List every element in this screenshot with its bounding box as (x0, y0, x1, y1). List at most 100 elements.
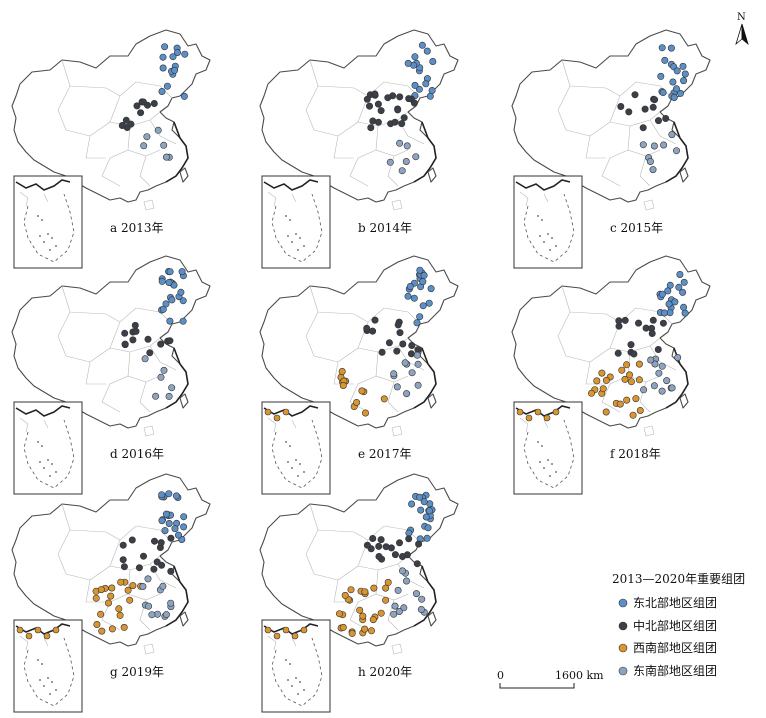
cluster-point-se (395, 608, 403, 616)
cluster-point-ne (420, 271, 428, 279)
cluster-point-ne (422, 513, 430, 521)
cluster-point-ne (169, 53, 177, 61)
cluster-point-ne (158, 491, 166, 499)
cluster-point-nc (378, 348, 386, 356)
cluster-point-sw (16, 626, 24, 634)
cluster-point-nc (167, 534, 175, 542)
cluster-point-ne (416, 313, 424, 321)
cluster-point-ne (675, 283, 683, 291)
north-arrow-fill-icon (741, 23, 749, 46)
panel-label: e 2017年 (358, 447, 411, 461)
cluster-point-sw (362, 409, 370, 417)
cluster-point-se (400, 604, 408, 612)
cluster-point-sw (618, 366, 626, 374)
legend-swatch-se (618, 666, 628, 676)
cluster-point-nc (369, 117, 377, 125)
cluster-point-nc (659, 319, 667, 327)
cluster-point-ne (417, 506, 425, 514)
cluster-point-sw (602, 408, 610, 416)
cluster-point-ne (660, 309, 668, 317)
cluster-point-sw (525, 414, 533, 422)
scale-start: 0 (497, 669, 504, 682)
cluster-point-ne (659, 88, 667, 96)
cluster-point-ne (657, 72, 665, 80)
cluster-point-nc (150, 100, 158, 108)
legend-item-sw: 西南部地区组团 (618, 640, 717, 655)
cluster-point-nc (132, 327, 140, 335)
cluster-point-ne (671, 298, 679, 306)
cluster-point-nc (146, 349, 154, 357)
cluster-point-se (639, 141, 647, 149)
cluster-point-nc (405, 95, 413, 103)
cluster-point-nc (394, 321, 402, 329)
cluster-point-se (640, 386, 648, 394)
cluster-point-nc (119, 541, 127, 549)
cluster-point-se (139, 583, 147, 591)
cluster-point-ne (161, 43, 169, 51)
cluster-point-sw (129, 582, 137, 590)
cluster-point-ne (667, 44, 675, 52)
cluster-point-se (140, 142, 148, 150)
cluster-point-ne (680, 303, 688, 311)
cluster-point-se (418, 595, 426, 603)
cluster-point-sw (599, 385, 607, 393)
cluster-point-nc (363, 541, 371, 549)
cluster-point-nc (396, 93, 404, 101)
cluster-point-nc (648, 330, 656, 338)
cluster-point-nc (158, 561, 166, 569)
cluster-point-sw (291, 632, 299, 640)
cluster-point-ne (673, 67, 681, 75)
cluster-point-ne (180, 523, 188, 531)
cluster-point-ne (423, 47, 431, 55)
cluster-point-ne (425, 507, 433, 515)
cluster-point-nc (135, 564, 143, 572)
cluster-point-sw (43, 632, 51, 640)
cluster-point-se (655, 369, 663, 377)
cluster-point-se (391, 602, 399, 610)
cluster-point-sw (356, 606, 364, 614)
south-china-sea-inset (261, 175, 331, 269)
cluster-point-se (650, 382, 658, 390)
cluster-point-nc (157, 539, 165, 547)
cluster-point-nc (144, 335, 152, 343)
cluster-point-se (167, 599, 175, 607)
cluster-point-nc (367, 124, 375, 132)
cluster-point-sw (338, 368, 346, 376)
cluster-point-nc (377, 536, 385, 544)
cluster-point-se (402, 158, 410, 166)
cluster-point-se (168, 384, 176, 392)
panel-label: d 2016年 (110, 447, 164, 461)
cluster-point-nc (122, 116, 130, 124)
legend-title: 2013—2020年重要组团 (612, 572, 745, 586)
cluster-point-sw (93, 621, 101, 629)
cluster-point-sw (629, 411, 637, 419)
cluster-point-nc (400, 114, 408, 122)
cluster-point-nc (627, 341, 635, 349)
cluster-point-nc (363, 324, 371, 332)
cluster-point-nc (385, 339, 393, 347)
map-panel-3: c 2015年 (511, 29, 711, 269)
cluster-point-ne (162, 300, 170, 308)
south-china-sea-inset (13, 619, 83, 713)
north-label: N (737, 12, 746, 23)
cluster-point-se (674, 354, 682, 362)
cluster-point-ne (166, 268, 174, 276)
cluster-point-ne (410, 294, 418, 302)
panel-label: h 2020年 (358, 665, 412, 679)
legend-label-se: 东南部地区组团 (633, 663, 717, 678)
cluster-point-ne (427, 285, 435, 293)
cluster-point-sw (361, 625, 369, 633)
cluster-point-sw (636, 407, 644, 415)
cluster-point-sw (273, 632, 281, 640)
cluster-point-nc (639, 124, 647, 132)
cluster-point-nc (413, 560, 421, 568)
cluster-point-se (668, 384, 676, 392)
cluster-point-ne (179, 297, 187, 305)
cluster-point-ne (158, 517, 166, 525)
cluster-point-ne (680, 278, 688, 286)
cluster-point-sw (117, 578, 125, 586)
cluster-point-sw (108, 584, 116, 592)
cluster-point-se (412, 153, 420, 161)
cluster-point-sw (593, 377, 601, 385)
cluster-point-nc (140, 552, 148, 560)
